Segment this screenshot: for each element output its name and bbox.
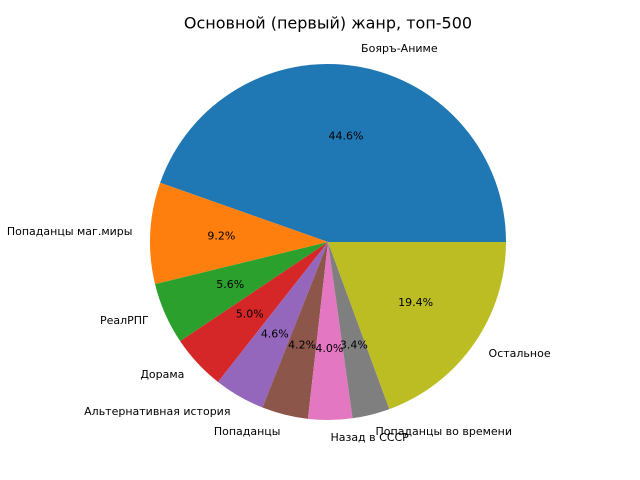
pie-slice — [160, 63, 506, 242]
slice-label: Бояръ-Аниме — [361, 42, 438, 55]
value-label: 5.6% — [216, 278, 244, 291]
value-label: 44.6% — [329, 130, 364, 143]
chart-title: Основной (первый) жанр, топ-500 — [184, 14, 472, 33]
value-label: 4.6% — [261, 328, 289, 341]
slice-label: Назад в СССР — [330, 431, 409, 444]
pie-slice — [307, 242, 353, 420]
pie-slice — [150, 182, 328, 285]
slice-label: Попаданцы — [214, 425, 281, 438]
value-label: 19.4% — [398, 296, 433, 309]
value-label: 9.2% — [207, 230, 235, 243]
value-label: 4.2% — [288, 339, 316, 352]
pie-slice — [262, 242, 328, 419]
value-label: 5.0% — [236, 308, 264, 321]
slice-label: Дорама — [140, 368, 184, 381]
value-label: 4.0% — [315, 342, 343, 355]
value-label: 3.4% — [340, 339, 368, 352]
slice-label: Остальное — [489, 347, 551, 360]
slice-label: Попаданцы маг.миры — [7, 225, 133, 238]
slice-label: Альтернативная история — [84, 405, 230, 418]
pie-slice — [328, 242, 390, 419]
pie-slice — [155, 242, 328, 342]
pie-slice — [328, 242, 506, 410]
slice-label: Попаданцы во времени — [376, 425, 513, 438]
pie-slice — [218, 242, 328, 408]
slice-label: РеалРПГ — [100, 314, 149, 327]
pie-slice — [180, 242, 328, 382]
